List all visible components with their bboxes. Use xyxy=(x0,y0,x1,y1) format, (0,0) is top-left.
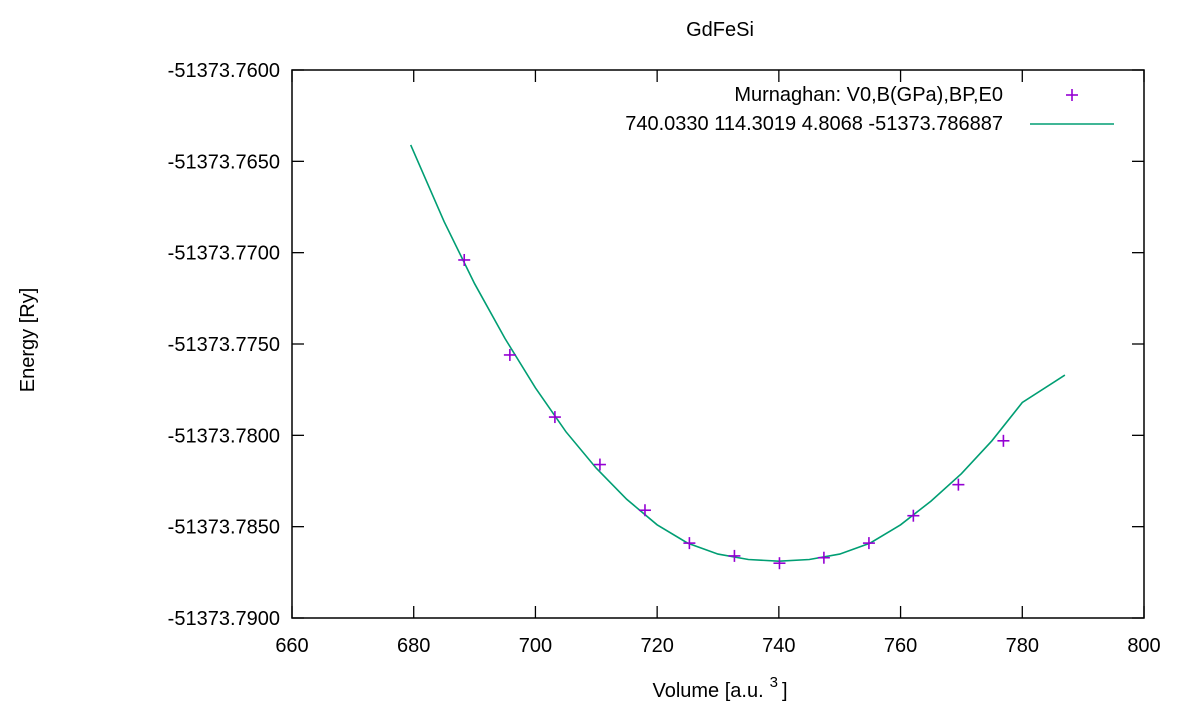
x-tick-label: 740 xyxy=(762,635,795,657)
data-point-marker xyxy=(458,253,471,266)
data-point-marker xyxy=(683,537,696,550)
data-point-marker xyxy=(548,411,561,424)
y-tick-label: -51373.7850 xyxy=(168,517,280,539)
data-point-marker xyxy=(862,537,875,550)
x-tick-label: 680 xyxy=(397,635,430,657)
x-tick-label: 700 xyxy=(519,635,552,657)
data-point-marker xyxy=(773,557,786,570)
x-tick-label: 720 xyxy=(640,635,673,657)
curve-layer xyxy=(409,144,1066,563)
data-point-marker xyxy=(907,509,920,522)
data-point-marker xyxy=(593,458,606,471)
data-point-marker xyxy=(503,348,516,361)
legend-label-fit: 740.0330 114.3019 4.8068 -51373.786887 xyxy=(625,113,1003,135)
data-point-marker xyxy=(997,434,1010,447)
y-tick-label: -51373.7800 xyxy=(168,425,280,447)
y-tick-label: -51373.7600 xyxy=(168,60,280,82)
data-point-marker xyxy=(728,549,741,562)
legend: Murnaghan: V0,B(GPa),BP,E0 740.0330 114.… xyxy=(625,84,1114,135)
chart-title: GdFeSi xyxy=(686,19,754,41)
plot-frame xyxy=(291,69,1145,619)
data-point-marker xyxy=(638,504,651,517)
y-axis-label: Energy [Ry] xyxy=(17,288,39,392)
y-tick-label: -51373.7900 xyxy=(168,608,280,630)
x-tick-label: 780 xyxy=(1006,635,1039,657)
data-point-marker xyxy=(952,478,965,491)
x-tick-label: 800 xyxy=(1127,635,1160,657)
y-tick-label: -51373.7750 xyxy=(168,334,280,356)
points-layer xyxy=(458,253,1010,570)
data-point-marker xyxy=(817,551,830,564)
x-tick-label: 660 xyxy=(275,635,308,657)
x-axis-label: Volume [a.u. 3] xyxy=(652,674,787,702)
legend-label-points: Murnaghan: V0,B(GPa),BP,E0 xyxy=(734,84,1003,106)
fit-curve-line xyxy=(409,144,1066,563)
y-tick-label: -51373.7650 xyxy=(168,151,280,173)
y-tick-label: -51373.7700 xyxy=(168,243,280,265)
ticks-layer: 660 680 700 720 740 760 780 800 -51373.7600 -5137… xyxy=(168,60,1161,657)
legend-marker-plus-icon xyxy=(1066,89,1078,101)
x-tick-label: 760 xyxy=(884,635,917,657)
